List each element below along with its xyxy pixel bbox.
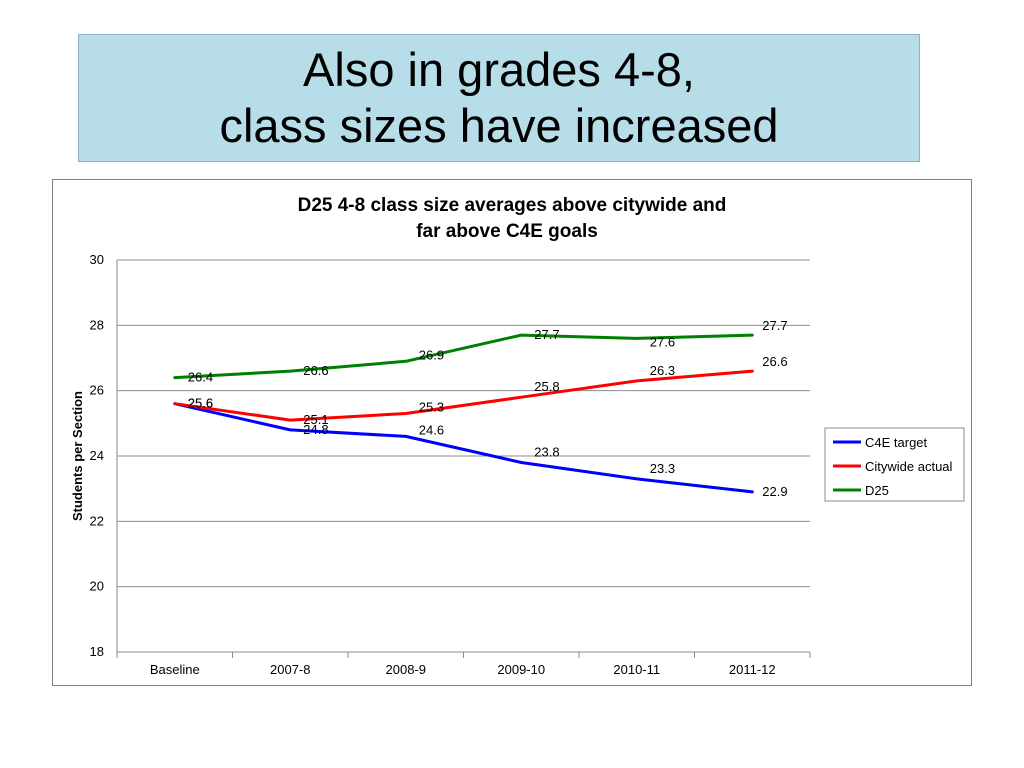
x-tick-label: 2008-9 xyxy=(386,662,426,677)
data-label: 26.4 xyxy=(188,370,213,385)
slide-title-line-2: class sizes have increased xyxy=(219,99,779,152)
x-tick-label: 2009-10 xyxy=(497,662,545,677)
series-line-d25 xyxy=(173,333,754,380)
data-label: 23.3 xyxy=(650,461,675,476)
y-tick-label: 30 xyxy=(90,252,104,267)
x-tick-label: 2007-8 xyxy=(270,662,310,677)
data-label: 27.7 xyxy=(762,318,787,333)
grid-layer xyxy=(117,259,810,653)
legend-label: D25 xyxy=(865,483,889,498)
y-axis-label: Students per Section xyxy=(70,391,85,521)
chart-title-line-2: far above C4E goals xyxy=(416,221,598,242)
data-label: 27.6 xyxy=(650,334,675,349)
data-label: 26.6 xyxy=(762,354,787,369)
data-label: 24.6 xyxy=(419,422,444,437)
x-tick-label: Baseline xyxy=(150,662,200,677)
x-tick-label: 2011-12 xyxy=(729,662,776,677)
data-label: 25.6 xyxy=(188,396,213,411)
y-tick-label: 22 xyxy=(90,513,104,528)
slide-title-line-1: Also in grades 4-8, xyxy=(303,43,695,96)
legend-label: Citywide actual xyxy=(865,459,953,474)
data-label: 22.9 xyxy=(762,484,787,499)
data-label: 26.3 xyxy=(650,363,675,378)
data-label: 25.3 xyxy=(419,400,444,415)
data-label: 26.6 xyxy=(303,363,328,378)
chart-title-line-1: D25 4-8 class size averages above citywi… xyxy=(298,195,727,216)
data-label-layer: 25.624.8 24.623.823.322.925.625.125.325.8… xyxy=(188,318,788,499)
series-line-c4e-target xyxy=(173,402,754,494)
data-label: 24.8 xyxy=(303,422,328,437)
y-tick-label: 28 xyxy=(90,317,104,332)
slide-title-box: Also in grades 4-8, class sizes have inc… xyxy=(78,34,920,162)
y-tick-label: 24 xyxy=(90,448,104,463)
data-label: 26.9 xyxy=(419,347,444,362)
y-tick-label: 20 xyxy=(90,579,104,594)
legend-label: C4E target xyxy=(865,435,928,450)
chart-frame xyxy=(52,179,972,686)
x-tick-label: 2010-11 xyxy=(613,662,660,677)
axis-layer: 18 20 22 24 26 28 30 Baseline 2007-8 2008-9 2009-1… xyxy=(90,252,811,677)
y-tick-label: 26 xyxy=(90,383,104,398)
legend: C4E target Citywide actual D25 xyxy=(824,427,965,502)
data-label: 23.8 xyxy=(534,445,559,460)
data-label: 25.8 xyxy=(534,379,559,394)
series-line-citywide-actual xyxy=(173,369,754,422)
y-tick-label: 18 xyxy=(90,644,104,659)
series-layer xyxy=(173,333,754,494)
data-label: 25.1 xyxy=(303,412,328,427)
data-label: 27.7 xyxy=(534,327,559,342)
data-label: 25.6 xyxy=(188,396,213,411)
